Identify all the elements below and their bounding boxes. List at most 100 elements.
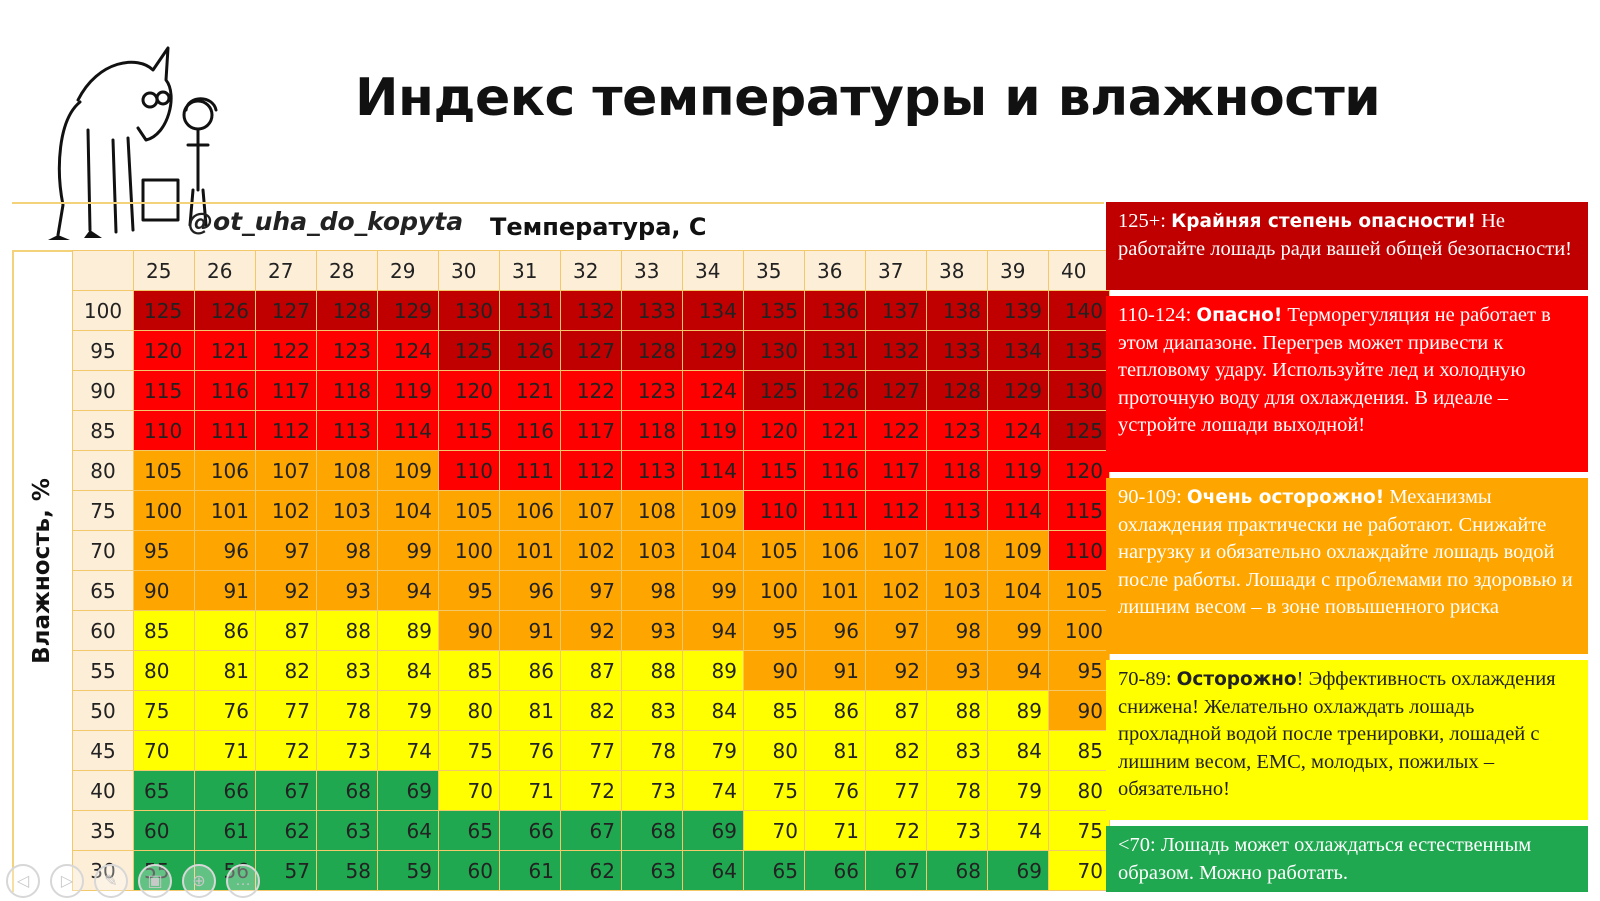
- index-cell: 80: [134, 651, 195, 691]
- index-cell: 124: [683, 371, 744, 411]
- index-cell: 91: [500, 611, 561, 651]
- temperature-header: 26: [195, 251, 256, 291]
- legend-heading: Осторожно: [1176, 669, 1297, 690]
- index-cell: 105: [744, 531, 805, 571]
- index-cell: 116: [500, 411, 561, 451]
- index-cell: 80: [744, 731, 805, 771]
- index-cell: 113: [622, 451, 683, 491]
- more-icon[interactable]: …: [226, 864, 260, 898]
- index-cell: 93: [622, 611, 683, 651]
- prev-slide-icon[interactable]: ◁: [6, 864, 40, 898]
- index-cell: 97: [561, 571, 622, 611]
- temperature-header: 31: [500, 251, 561, 291]
- slides-icon[interactable]: ▣: [138, 864, 172, 898]
- legend-extreme: 125+: Крайняя степень опасности! Не рабо…: [1106, 202, 1588, 290]
- index-cell: 59: [378, 851, 439, 891]
- legend-text: Не работайте лошадь ради вашей общей без…: [1118, 210, 1573, 260]
- index-cell: 63: [622, 851, 683, 891]
- index-cell: 65: [134, 771, 195, 811]
- index-cell: 122: [256, 331, 317, 371]
- index-cell: 107: [561, 491, 622, 531]
- index-cell: 95: [1049, 651, 1110, 691]
- humidity-header: 95: [73, 331, 134, 371]
- index-cell: 84: [988, 731, 1049, 771]
- index-cell: 105: [1049, 571, 1110, 611]
- pen-icon[interactable]: ✎: [94, 864, 128, 898]
- index-cell: 86: [500, 651, 561, 691]
- index-cell: 93: [317, 571, 378, 611]
- index-cell: 70: [134, 731, 195, 771]
- index-cell: 103: [622, 531, 683, 571]
- index-cell: 88: [927, 691, 988, 731]
- index-cell: 120: [1049, 451, 1110, 491]
- index-cell: 62: [256, 811, 317, 851]
- index-cell: 139: [988, 291, 1049, 331]
- index-cell: 99: [988, 611, 1049, 651]
- index-cell: 135: [1049, 331, 1110, 371]
- index-cell: 99: [378, 531, 439, 571]
- index-cell: 126: [500, 331, 561, 371]
- index-cell: 60: [439, 851, 500, 891]
- next-slide-icon[interactable]: ▷: [50, 864, 84, 898]
- index-cell: 70: [439, 771, 500, 811]
- index-cell: 85: [1049, 731, 1110, 771]
- index-cell: 101: [500, 531, 561, 571]
- index-cell: 92: [866, 651, 927, 691]
- index-cell: 113: [317, 411, 378, 451]
- index-cell: 121: [195, 331, 256, 371]
- index-cell: 130: [439, 291, 500, 331]
- index-cell: 104: [378, 491, 439, 531]
- index-cell: 131: [805, 331, 866, 371]
- index-cell: 111: [195, 411, 256, 451]
- index-cell: 122: [561, 371, 622, 411]
- index-cell: 71: [805, 811, 866, 851]
- humidity-axis-label: Влажность, %: [29, 478, 55, 664]
- index-cell: 73: [317, 731, 378, 771]
- humidity-label-column: [12, 250, 72, 892]
- index-cell: 118: [622, 411, 683, 451]
- index-cell: 90: [1049, 691, 1110, 731]
- index-cell: 70: [1049, 851, 1110, 891]
- index-cell: 106: [805, 531, 866, 571]
- index-cell: 107: [866, 531, 927, 571]
- index-cell: 115: [439, 411, 500, 451]
- table-frame-top: [12, 202, 1104, 204]
- humidity-header: 35: [73, 811, 134, 851]
- index-cell: 125: [134, 291, 195, 331]
- index-cell: 84: [683, 691, 744, 731]
- index-cell: 77: [256, 691, 317, 731]
- index-cell: 110: [744, 491, 805, 531]
- index-cell: 133: [927, 331, 988, 371]
- index-cell: 109: [988, 531, 1049, 571]
- index-cell: 100: [134, 491, 195, 531]
- zoom-icon[interactable]: ⊕: [182, 864, 216, 898]
- index-cell: 71: [195, 731, 256, 771]
- index-cell: 117: [256, 371, 317, 411]
- page-title: Индекс температуры и влажности: [355, 68, 1381, 128]
- legend-heading: Крайняя степень опасности!: [1171, 211, 1476, 232]
- index-cell: 125: [439, 331, 500, 371]
- index-cell: 132: [866, 331, 927, 371]
- humidity-header: 65: [73, 571, 134, 611]
- index-cell: 126: [805, 371, 866, 411]
- index-cell: 104: [683, 531, 744, 571]
- legend-text: Лошадь может охлаждаться естественным об…: [1118, 834, 1532, 884]
- index-cell: 119: [378, 371, 439, 411]
- index-cell: 95: [439, 571, 500, 611]
- index-cell: 111: [500, 451, 561, 491]
- index-cell: 80: [439, 691, 500, 731]
- index-cell: 96: [500, 571, 561, 611]
- index-cell: 130: [1049, 371, 1110, 411]
- index-cell: 58: [317, 851, 378, 891]
- index-cell: 60: [134, 811, 195, 851]
- index-cell: 100: [1049, 611, 1110, 651]
- index-cell: 113: [927, 491, 988, 531]
- temperature-header: 40: [1049, 251, 1110, 291]
- index-cell: 127: [256, 291, 317, 331]
- temperature-header: 36: [805, 251, 866, 291]
- index-cell: 100: [439, 531, 500, 571]
- index-cell: 117: [561, 411, 622, 451]
- index-cell: 66: [805, 851, 866, 891]
- index-cell: 65: [439, 811, 500, 851]
- index-cell: 61: [500, 851, 561, 891]
